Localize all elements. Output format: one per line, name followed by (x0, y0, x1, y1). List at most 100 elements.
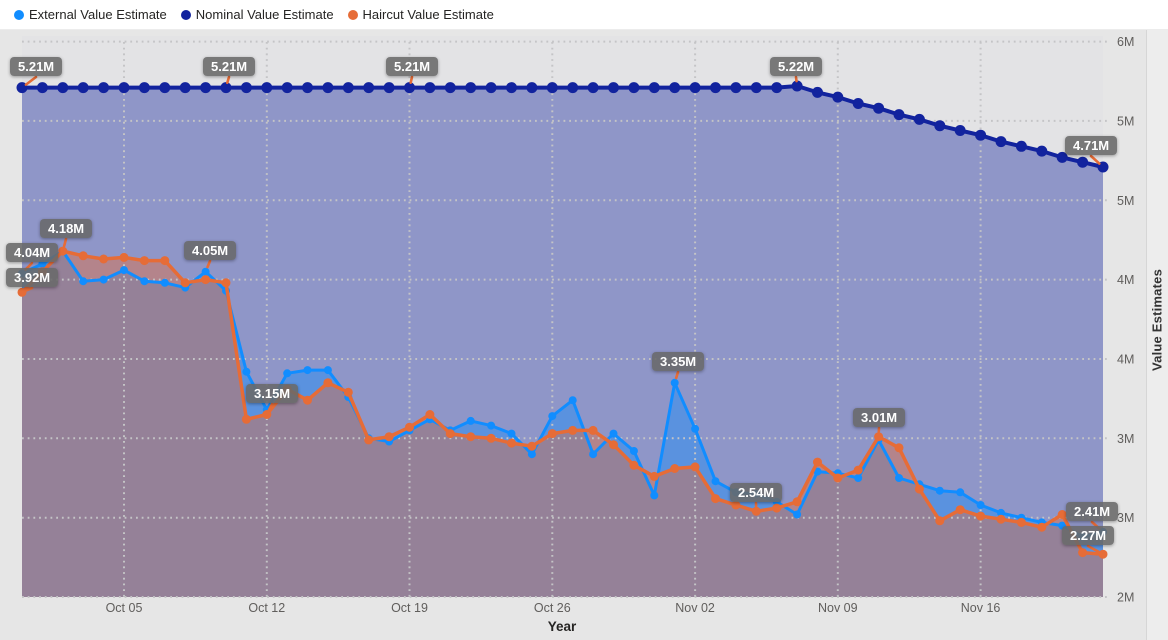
data-point-haircut[interactable] (17, 287, 27, 297)
data-point-haircut[interactable] (221, 278, 231, 288)
data-point-nominal[interactable] (954, 125, 966, 136)
data-point-external[interactable] (609, 429, 618, 438)
data-point-nominal[interactable] (240, 82, 252, 94)
data-point-nominal[interactable] (710, 82, 721, 94)
data-point-haircut[interactable] (955, 505, 965, 515)
data-point-nominal[interactable] (465, 82, 477, 94)
data-point-haircut[interactable] (935, 516, 945, 526)
data-point-nominal[interactable] (424, 82, 436, 94)
data-point-haircut[interactable] (405, 422, 414, 432)
data-point-haircut[interactable] (139, 256, 149, 266)
data-point-haircut[interactable] (486, 433, 496, 443)
data-point-nominal[interactable] (138, 82, 150, 94)
data-point-external[interactable] (99, 275, 108, 284)
data-point-nominal[interactable] (893, 109, 905, 121)
data-point-nominal[interactable] (648, 82, 660, 94)
data-point-nominal[interactable] (444, 82, 456, 94)
data-point-nominal[interactable] (1036, 145, 1048, 157)
data-point-haircut[interactable] (568, 425, 578, 435)
data-point-haircut[interactable] (262, 410, 272, 419)
data-point-nominal[interactable] (669, 82, 681, 94)
data-point-haircut[interactable] (58, 246, 68, 256)
data-point-haircut[interactable] (201, 275, 211, 285)
data-point-external[interactable] (140, 277, 149, 286)
data-point-external[interactable] (548, 412, 557, 421)
data-point-haircut[interactable] (1037, 522, 1047, 532)
data-point-external[interactable] (589, 450, 598, 459)
data-point-nominal[interactable] (689, 82, 701, 94)
data-point-nominal[interactable] (873, 102, 885, 114)
data-point-nominal[interactable] (852, 98, 864, 109)
data-point-nominal[interactable] (363, 82, 375, 94)
data-point-nominal[interactable] (546, 82, 558, 94)
data-point-nominal[interactable] (832, 91, 844, 103)
data-point-external[interactable] (793, 510, 802, 519)
data-point-nominal[interactable] (1056, 151, 1068, 163)
data-point-haircut[interactable] (588, 425, 598, 435)
data-point-haircut[interactable] (1078, 548, 1088, 558)
data-point-haircut[interactable] (160, 256, 170, 266)
data-point-external[interactable] (691, 424, 700, 433)
data-point-nominal[interactable] (1015, 140, 1027, 152)
data-point-haircut[interactable] (384, 432, 394, 442)
data-point-haircut[interactable] (751, 506, 761, 516)
data-point-nominal[interactable] (281, 82, 293, 94)
data-point-nominal[interactable] (730, 82, 742, 94)
data-point-nominal[interactable] (220, 82, 232, 94)
data-point-haircut[interactable] (731, 500, 741, 510)
data-point-haircut[interactable] (1016, 517, 1026, 527)
data-point-nominal[interactable] (608, 82, 619, 94)
data-point-nominal[interactable] (567, 82, 579, 94)
data-point-haircut[interactable] (874, 432, 884, 442)
data-point-nominal[interactable] (57, 82, 69, 94)
data-point-nominal[interactable] (791, 80, 803, 92)
data-point-haircut[interactable] (649, 471, 659, 481)
data-point-haircut[interactable] (853, 465, 863, 475)
data-point-external[interactable] (629, 447, 638, 455)
data-point-haircut[interactable] (99, 254, 109, 264)
data-point-nominal[interactable] (77, 82, 89, 94)
data-point-nominal[interactable] (404, 82, 415, 94)
data-point-haircut[interactable] (792, 497, 802, 507)
data-point-external[interactable] (487, 421, 496, 430)
data-point-external[interactable] (935, 486, 944, 495)
legend-item-nominal[interactable]: Nominal Value Estimate (180, 7, 334, 22)
data-point-haircut[interactable] (445, 429, 455, 439)
data-point-nominal[interactable] (750, 82, 762, 94)
data-point-haircut[interactable] (996, 514, 1006, 524)
data-point-haircut[interactable] (303, 395, 312, 405)
data-point-nominal[interactable] (98, 82, 110, 94)
data-point-external[interactable] (711, 477, 720, 486)
data-point-haircut[interactable] (241, 414, 251, 424)
data-point-nominal[interactable] (118, 82, 130, 94)
data-point-haircut[interactable] (813, 457, 822, 467)
data-point-external[interactable] (160, 278, 169, 287)
data-point-haircut[interactable] (772, 503, 782, 513)
data-point-nominal[interactable] (995, 136, 1007, 148)
data-point-haircut[interactable] (323, 378, 333, 388)
data-point-external[interactable] (854, 474, 863, 482)
data-point-nominal[interactable] (771, 82, 783, 94)
data-point-haircut[interactable] (1057, 510, 1067, 519)
data-point-nominal[interactable] (383, 82, 395, 94)
data-point-external[interactable] (466, 416, 475, 425)
data-point-external[interactable] (527, 450, 536, 459)
data-point-haircut[interactable] (690, 462, 700, 472)
data-point-haircut[interactable] (1098, 549, 1108, 559)
data-point-external[interactable] (242, 367, 251, 376)
data-point-external[interactable] (79, 277, 88, 286)
data-point-haircut[interactable] (180, 278, 190, 288)
data-point-external[interactable] (895, 474, 903, 482)
data-point-external[interactable] (956, 488, 965, 497)
data-point-nominal[interactable] (913, 113, 925, 125)
data-point-nominal[interactable] (322, 82, 334, 94)
data-point-nominal[interactable] (485, 82, 497, 94)
data-point-haircut[interactable] (670, 464, 680, 473)
data-point-haircut[interactable] (119, 252, 129, 262)
data-point-external[interactable] (120, 266, 128, 275)
data-point-external[interactable] (568, 396, 577, 405)
data-point-nominal[interactable] (628, 82, 640, 94)
data-point-nominal[interactable] (526, 82, 538, 94)
data-point-haircut[interactable] (527, 441, 537, 451)
data-point-haircut[interactable] (976, 511, 986, 521)
